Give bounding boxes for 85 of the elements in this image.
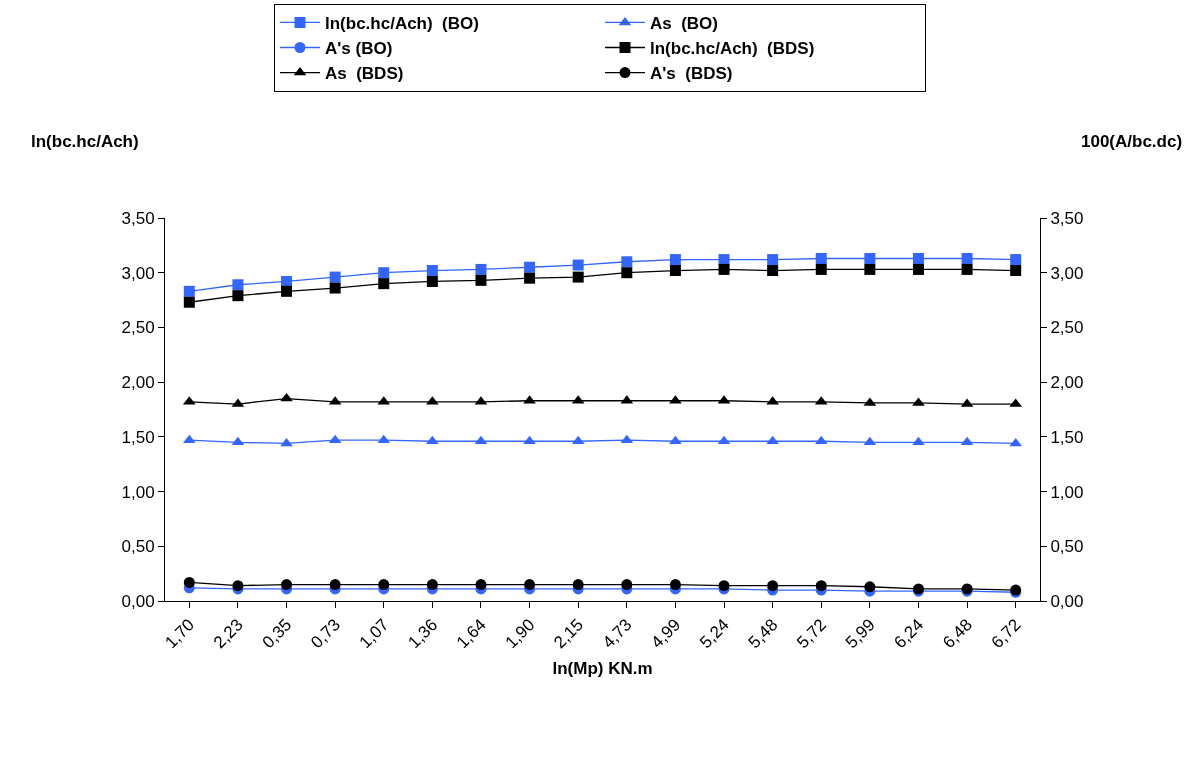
point bbox=[669, 579, 681, 591]
point bbox=[815, 252, 827, 264]
y2-tick-label: 1,50 bbox=[1050, 427, 1084, 447]
y-tick-label: 2,00 bbox=[121, 373, 155, 393]
point bbox=[329, 282, 341, 294]
point bbox=[815, 580, 827, 592]
x-tick-label: 6,24 bbox=[890, 615, 928, 653]
point bbox=[281, 275, 293, 287]
point bbox=[621, 579, 633, 591]
point bbox=[961, 252, 973, 264]
point bbox=[1010, 254, 1022, 266]
point bbox=[960, 436, 974, 446]
point bbox=[475, 274, 487, 286]
point bbox=[912, 436, 925, 446]
x-tick-label: 6,72 bbox=[987, 615, 1025, 653]
point bbox=[912, 263, 924, 275]
y-tick-label: 1,00 bbox=[121, 482, 155, 502]
point bbox=[281, 285, 293, 297]
y-tick-label: 0,00 bbox=[121, 591, 155, 611]
point bbox=[378, 278, 390, 290]
y-tick-label: 1,50 bbox=[121, 427, 155, 447]
x-axis-title: ln(Mp) KN.m bbox=[552, 658, 653, 678]
point bbox=[621, 256, 633, 268]
y2-tick-label: 1,00 bbox=[1050, 482, 1084, 502]
legend-label: ln(bc.hc/Ach) (BDS) bbox=[650, 39, 815, 59]
point bbox=[718, 263, 730, 275]
y-tick-label: 3,00 bbox=[121, 263, 155, 283]
point bbox=[572, 259, 584, 271]
point bbox=[329, 271, 341, 283]
point bbox=[232, 290, 244, 302]
y2-tick-label: 2,00 bbox=[1050, 373, 1084, 393]
point bbox=[621, 267, 633, 279]
point bbox=[426, 265, 438, 277]
point bbox=[864, 581, 876, 593]
point bbox=[183, 285, 195, 297]
point bbox=[329, 579, 341, 591]
point bbox=[183, 576, 195, 588]
point bbox=[669, 254, 681, 266]
point bbox=[912, 252, 924, 264]
point bbox=[1010, 265, 1022, 277]
y-tick-label: 0,50 bbox=[121, 537, 155, 557]
x-tick-label: 4,73 bbox=[598, 615, 636, 653]
point bbox=[281, 579, 293, 591]
point bbox=[1009, 437, 1023, 447]
y-axis-title: ln(bc.hc/Ach) bbox=[31, 132, 139, 151]
point bbox=[426, 275, 438, 287]
y2-tick-label: 2,50 bbox=[1050, 318, 1084, 338]
point bbox=[669, 265, 681, 277]
y2-tick-label: 0,00 bbox=[1050, 591, 1084, 611]
point bbox=[232, 279, 244, 291]
point bbox=[815, 263, 827, 275]
y2-tick-label: 3,50 bbox=[1050, 208, 1084, 228]
x-tick-label: 4,99 bbox=[647, 615, 685, 653]
point bbox=[378, 579, 390, 591]
point bbox=[864, 252, 876, 264]
point bbox=[718, 254, 730, 266]
point bbox=[864, 263, 876, 275]
point bbox=[524, 272, 536, 284]
point bbox=[524, 579, 536, 591]
y2-axis-title: 100(A/bc.dc) bbox=[1081, 132, 1183, 151]
point bbox=[231, 436, 245, 446]
legend-label: ln(bc.hc/Ach) (BO) bbox=[325, 14, 479, 34]
y2-tick-label: 0,50 bbox=[1050, 537, 1084, 557]
legend-label: As (BDS) bbox=[325, 64, 404, 84]
point bbox=[572, 271, 584, 283]
point bbox=[572, 579, 584, 591]
point bbox=[475, 579, 487, 591]
point bbox=[961, 263, 973, 275]
point bbox=[426, 579, 438, 591]
point bbox=[767, 254, 779, 266]
point bbox=[475, 263, 487, 275]
y2-tick-label: 3,00 bbox=[1050, 263, 1084, 283]
point bbox=[183, 296, 195, 308]
point bbox=[767, 265, 779, 277]
point bbox=[863, 436, 877, 446]
y-tick-label: 3,50 bbox=[121, 208, 155, 228]
x-tick-label: 6,48 bbox=[939, 615, 976, 653]
legend-label: A's (BO) bbox=[325, 39, 393, 59]
legend-label: As (BO) bbox=[650, 14, 718, 34]
y-tick-label: 2,50 bbox=[121, 318, 155, 338]
point bbox=[767, 580, 779, 592]
point bbox=[378, 267, 390, 279]
point bbox=[280, 437, 293, 447]
point bbox=[524, 261, 536, 273]
legend-label: A's (BDS) bbox=[650, 64, 733, 84]
